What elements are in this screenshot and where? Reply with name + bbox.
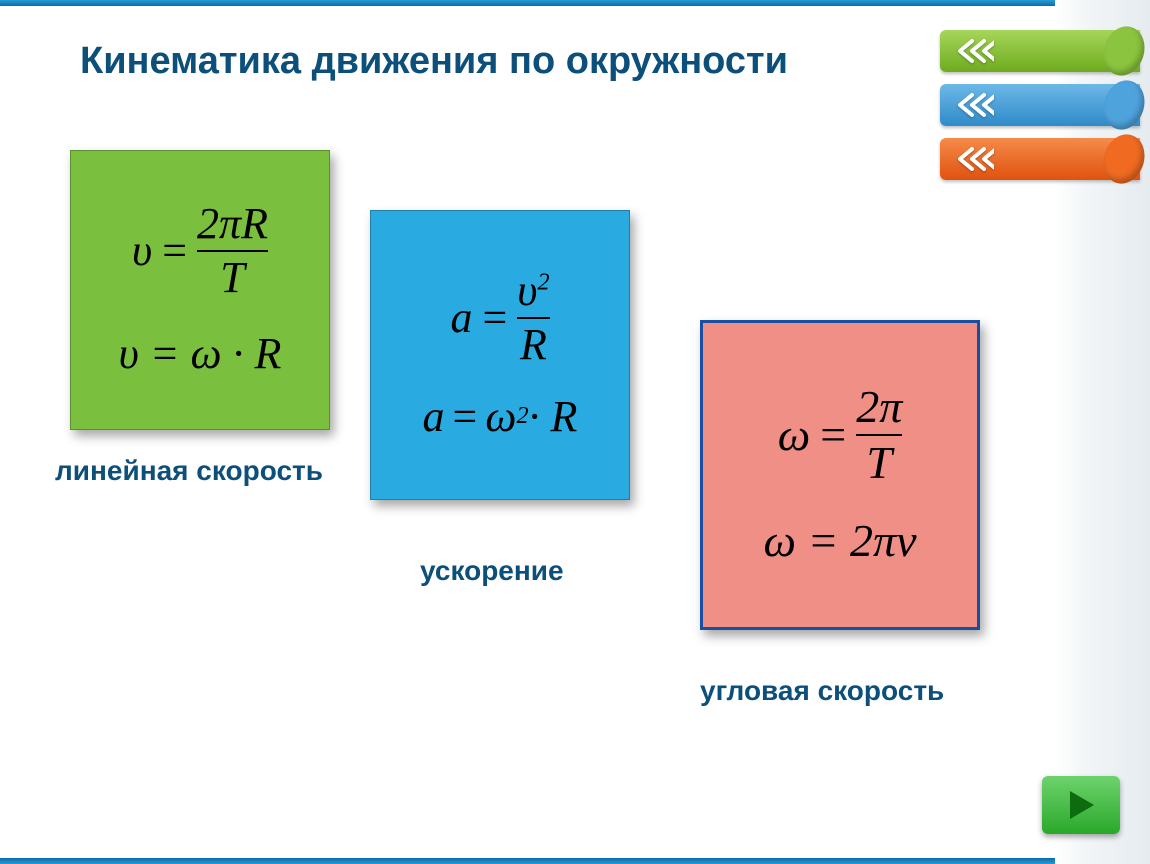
card-acceleration: a = υ2 R a = ω2 · R [370, 210, 630, 500]
num: υ2 [517, 269, 549, 313]
sym: a [450, 292, 472, 343]
chevron-left-icon [954, 93, 994, 117]
nav-ribbons [940, 30, 1140, 192]
chevron-left-icon [954, 39, 994, 63]
base: ω [485, 391, 516, 442]
sym: a [423, 391, 445, 442]
eq-text: ω = 2πν [764, 514, 917, 567]
formula-w-1: ω = 2π T [778, 384, 902, 486]
sym: = [162, 225, 187, 276]
formula-v-2: υ = ω · R [119, 328, 282, 379]
formula-w-2: ω = 2πν [764, 514, 917, 567]
num: 2π [856, 384, 902, 430]
den: R [520, 323, 547, 367]
chevron-left-icon [954, 147, 994, 171]
formula-a-1: a = υ2 R [450, 269, 549, 367]
ribbon-orange[interactable] [940, 138, 1140, 180]
sym: ω [778, 408, 810, 461]
formula-a-2: a = ω2 · R [423, 391, 578, 442]
frac-bar-icon [517, 317, 549, 319]
card-angular-velocity: ω = 2π T ω = 2πν [700, 320, 980, 630]
top-border [0, 0, 1150, 6]
slide: Кинематика движения по окружности υ = [0, 0, 1150, 864]
label-angular-velocity: угловая скорость [700, 675, 944, 707]
sym: = [820, 408, 846, 461]
den: T [866, 440, 892, 486]
label-linear-velocity: линейная скорость [55, 455, 323, 487]
fraction: 2π T [856, 384, 902, 486]
frac-bar-icon [856, 434, 902, 436]
bottom-border [0, 858, 1150, 864]
den: T [220, 256, 244, 300]
rest: · R [529, 391, 578, 442]
play-icon [1064, 788, 1098, 822]
sup: 2 [516, 402, 528, 430]
frac-bar-icon [197, 250, 268, 252]
fraction: 2πR T [197, 202, 268, 300]
label-acceleration: ускорение [420, 555, 564, 587]
sym: υ [132, 225, 152, 276]
eq-text: υ = ω · R [119, 328, 282, 379]
ribbon-green[interactable] [940, 30, 1140, 72]
fraction: υ2 R [517, 269, 549, 367]
num: 2πR [197, 202, 268, 246]
formula-v-1: υ = 2πR T [132, 202, 268, 300]
sup: 2 [537, 268, 549, 295]
sym: = [482, 292, 507, 343]
card-linear-velocity: υ = 2πR T υ = ω · R [70, 150, 330, 430]
next-button[interactable] [1042, 776, 1120, 834]
sym: = [453, 391, 478, 442]
ribbon-blue[interactable] [940, 84, 1140, 126]
base: υ [517, 266, 537, 315]
page-title: Кинематика движения по окружности [80, 40, 788, 83]
